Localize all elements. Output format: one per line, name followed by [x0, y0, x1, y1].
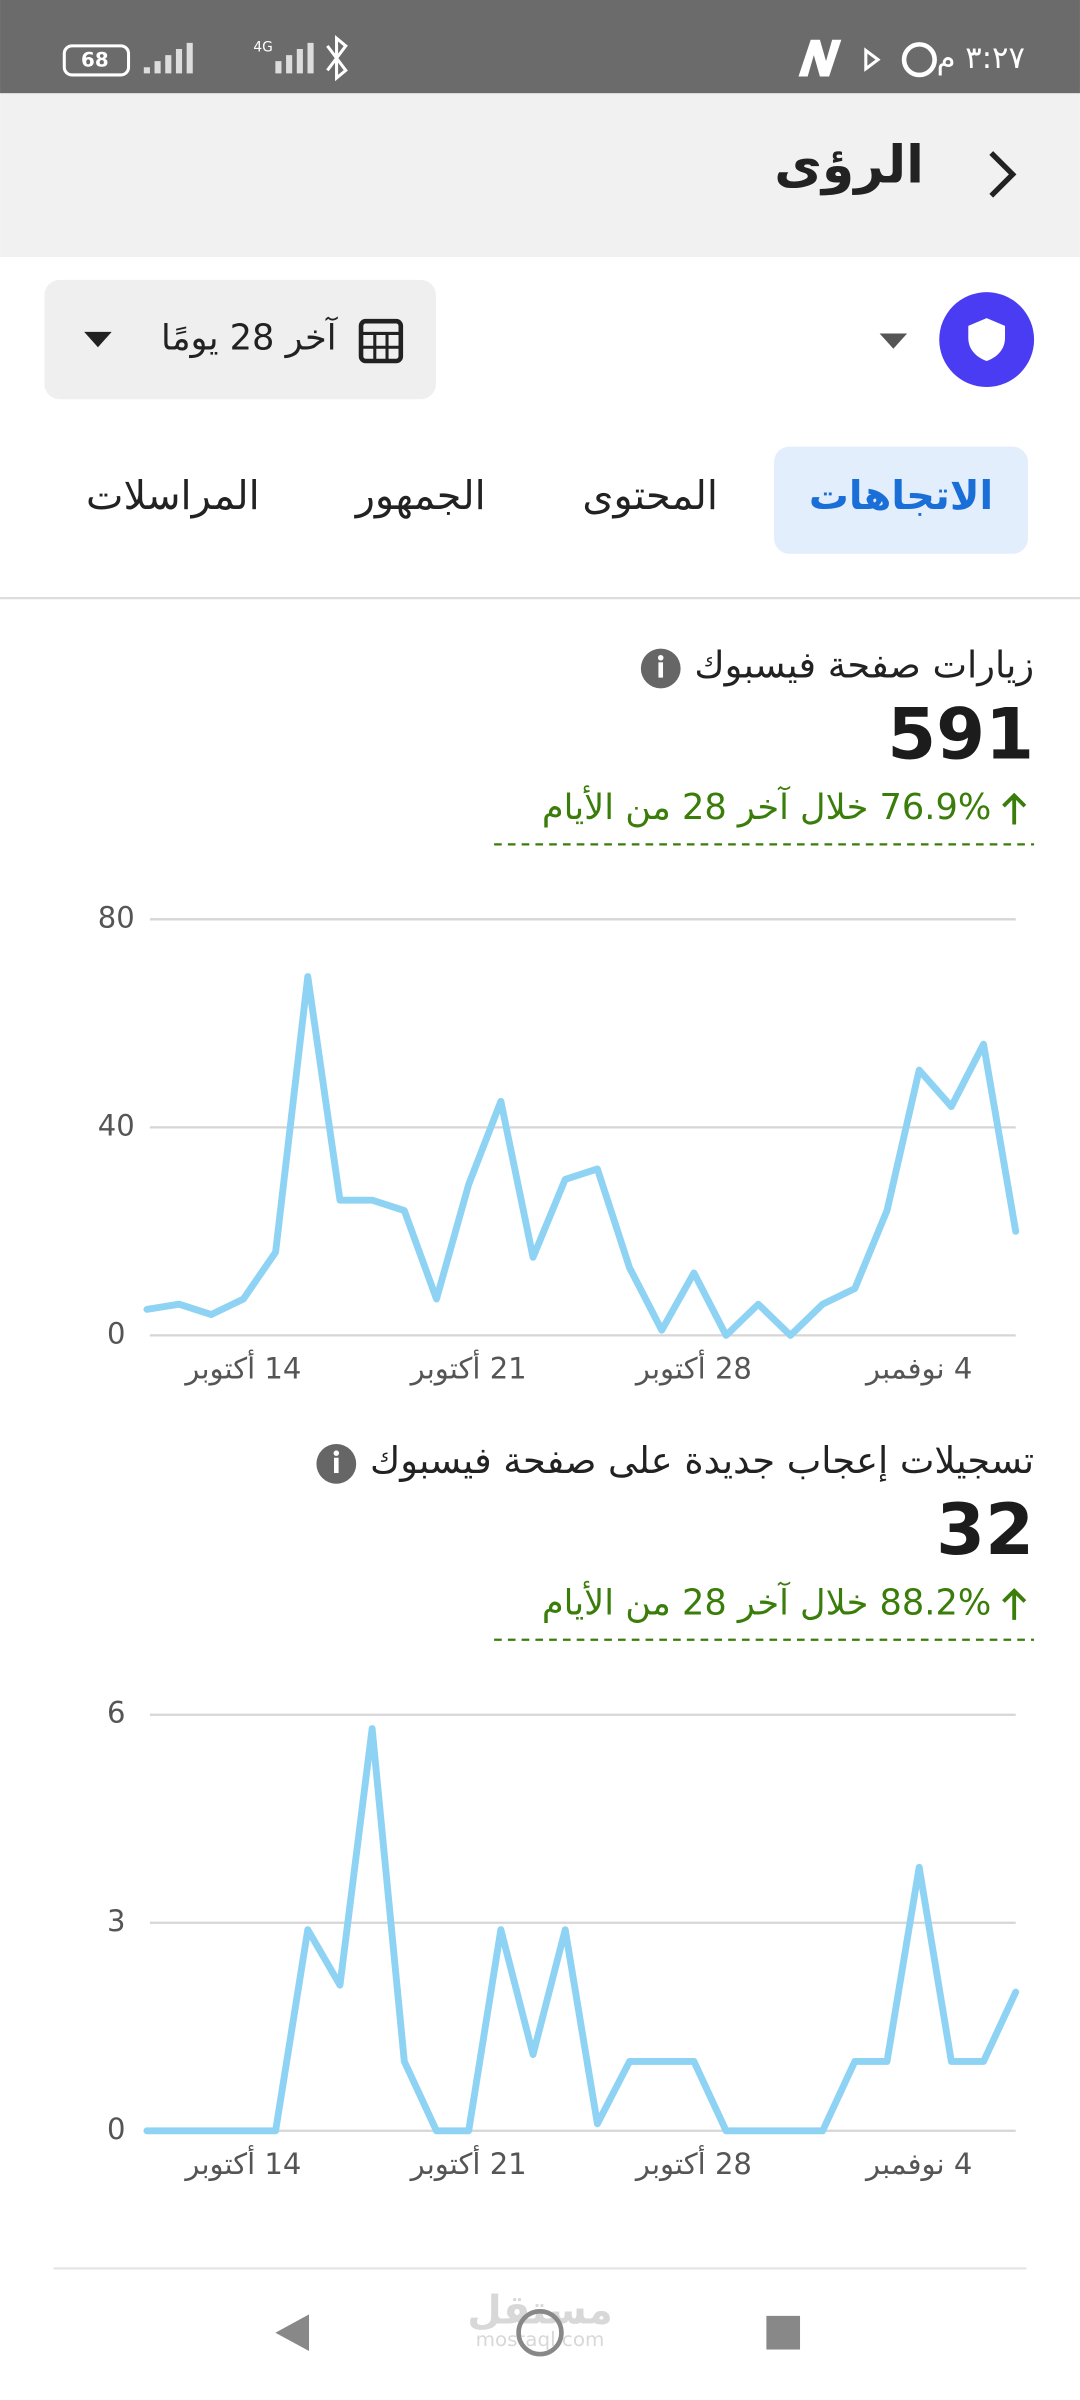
calendar-icon: [358, 318, 404, 364]
up-arrow: [1002, 1588, 1027, 1620]
back-button[interactable]: [989, 151, 1017, 198]
x-tick-label: 4 نوفمبر: [864, 2147, 972, 2181]
info-glyph: [334, 1457, 339, 1474]
tab[interactable]: الجمهور: [354, 473, 486, 519]
info-dot: [657, 654, 664, 661]
clock: ٣:٢٧ م: [937, 41, 1025, 76]
total: 32: [936, 1489, 1034, 1571]
y-tick-label: 0: [107, 1316, 125, 1350]
page-dropdown[interactable]: [879, 333, 908, 349]
up-arrow: [1002, 792, 1027, 825]
x-tick-label: 4 نوفمبر: [864, 1352, 972, 1386]
filter-dropdown: [84, 331, 112, 348]
tab[interactable]: الاتجاهات: [809, 473, 993, 519]
date-filter[interactable]: [44, 279, 436, 400]
info-dot: [333, 1450, 340, 1456]
calendar-grid: [361, 331, 401, 361]
battery-icon: [62, 44, 131, 77]
x-tick-label: 21 أكتوبر: [409, 1349, 527, 1386]
network: 4G: [253, 39, 272, 55]
y-tick-label: 6: [107, 1696, 125, 1730]
signal-icon: [275, 42, 314, 74]
header: [0, 93, 1080, 257]
x-tick-label: 14 أكتوبر: [183, 1349, 301, 1386]
line: [143, 1725, 1020, 2135]
chart-title: تسجيلات إعجاب جديدة على صفحة فيسبوك: [370, 1439, 1034, 1482]
active-tab[interactable]: [774, 446, 1028, 554]
chart-title: زيارات صفحة فيسبوك: [694, 643, 1034, 686]
x-tick-label: 14 أكتوبر: [183, 2144, 301, 2181]
tab[interactable]: المراسلات: [86, 473, 260, 519]
bluetooth-icon: [326, 34, 348, 82]
nav-back[interactable]: [275, 2314, 310, 2352]
battery-level: 68: [81, 49, 109, 72]
header-title: الرؤى: [774, 135, 924, 195]
play-icon: [864, 47, 881, 72]
x-tick-label: 28 أكتوبر: [634, 1349, 752, 1386]
y-tick-label: 3: [107, 1904, 125, 1938]
status-bar: [0, 0, 1080, 94]
signal-icon: [143, 42, 193, 74]
info-glyph: [658, 662, 664, 678]
date-filter-label: آخر 28 يومًا: [161, 316, 339, 359]
shield-icon: [968, 318, 1006, 361]
nav-recent[interactable]: [766, 2315, 801, 2350]
watermark-site: mostaql.com: [476, 2328, 605, 2351]
change: 76.9% خلال آخر 28 من الأيام: [542, 785, 991, 828]
x-tick-label: 28 أكتوبر: [634, 2144, 752, 2181]
y-tick-label: 40: [98, 1108, 135, 1142]
alarm-icon: [901, 42, 937, 78]
tab[interactable]: المحتوى: [582, 473, 718, 519]
app-icon: [798, 39, 842, 77]
x-tick-label: 21 أكتوبر: [409, 2144, 527, 2181]
y-tick-label: 80: [98, 900, 135, 934]
nav-home[interactable]: [516, 2308, 564, 2357]
y-tick-label: 0: [107, 2112, 125, 2146]
change: 88.2% خلال آخر 28 من الأيام: [542, 1581, 991, 1624]
line: [143, 973, 1020, 1339]
total: 591: [887, 693, 1034, 775]
